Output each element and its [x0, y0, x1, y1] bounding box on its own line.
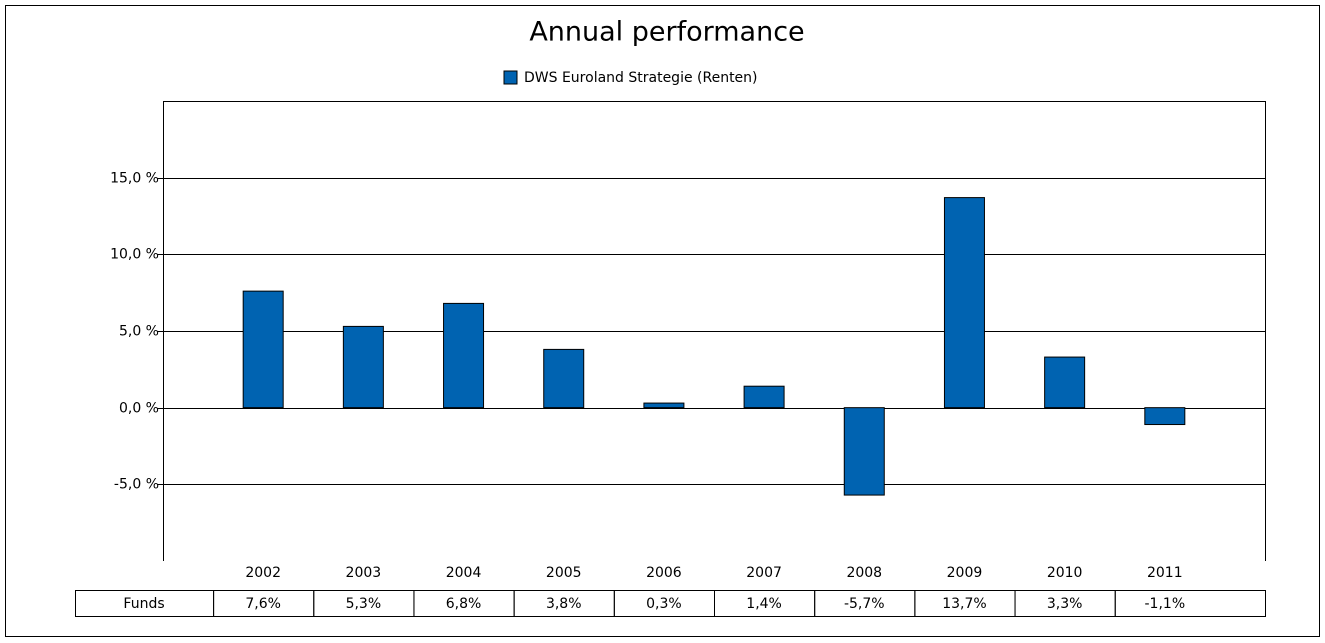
table-value: 7,6%: [245, 596, 281, 612]
table-value: -5,7%: [844, 596, 885, 612]
x-tick-label: 2006: [646, 565, 682, 581]
bar: [743, 385, 785, 409]
bar: [543, 348, 585, 409]
bar: [643, 402, 685, 409]
y-tick-label: 10,0 %: [110, 247, 159, 263]
x-tick-label: 2003: [346, 565, 382, 581]
bar: [1144, 407, 1186, 426]
x-tick-label: 2011: [1147, 565, 1183, 581]
x-tick-label: 2007: [746, 565, 782, 581]
y-tick-label: 0,0 %: [119, 401, 159, 417]
table-value: 3,8%: [546, 596, 582, 612]
y-tick-label: -5,0 %: [114, 477, 159, 493]
y-tick-label: 15,0 %: [110, 171, 159, 187]
legend-label: DWS Euroland Strategie (Renten): [524, 70, 758, 86]
table-cell: [1114, 590, 1267, 617]
table-row-label: Funds: [123, 596, 164, 612]
table-value: 0,3%: [646, 596, 682, 612]
x-tick-label: 2002: [245, 565, 281, 581]
bar: [843, 407, 885, 496]
bar: [1044, 356, 1086, 409]
bar: [342, 325, 384, 409]
table-value: 5,3%: [346, 596, 382, 612]
bar: [443, 302, 485, 409]
bar: [943, 197, 985, 409]
chart-title: Annual performance: [529, 17, 804, 48]
y-tick-label: 5,0 %: [119, 324, 159, 340]
x-tick-label: 2010: [1047, 565, 1083, 581]
x-tick-label: 2004: [446, 565, 482, 581]
x-tick-label: 2005: [546, 565, 582, 581]
table-value: -1,1%: [1145, 596, 1186, 612]
x-tick-label: 2009: [947, 565, 983, 581]
frame: [5, 5, 1320, 637]
table-value: 13,7%: [942, 596, 986, 612]
legend-swatch: [503, 70, 518, 85]
x-tick-label: 2008: [846, 565, 882, 581]
table-value: 3,3%: [1047, 596, 1083, 612]
table-value: 1,4%: [746, 596, 782, 612]
table-value: 6,8%: [446, 596, 482, 612]
bar: [242, 290, 284, 409]
